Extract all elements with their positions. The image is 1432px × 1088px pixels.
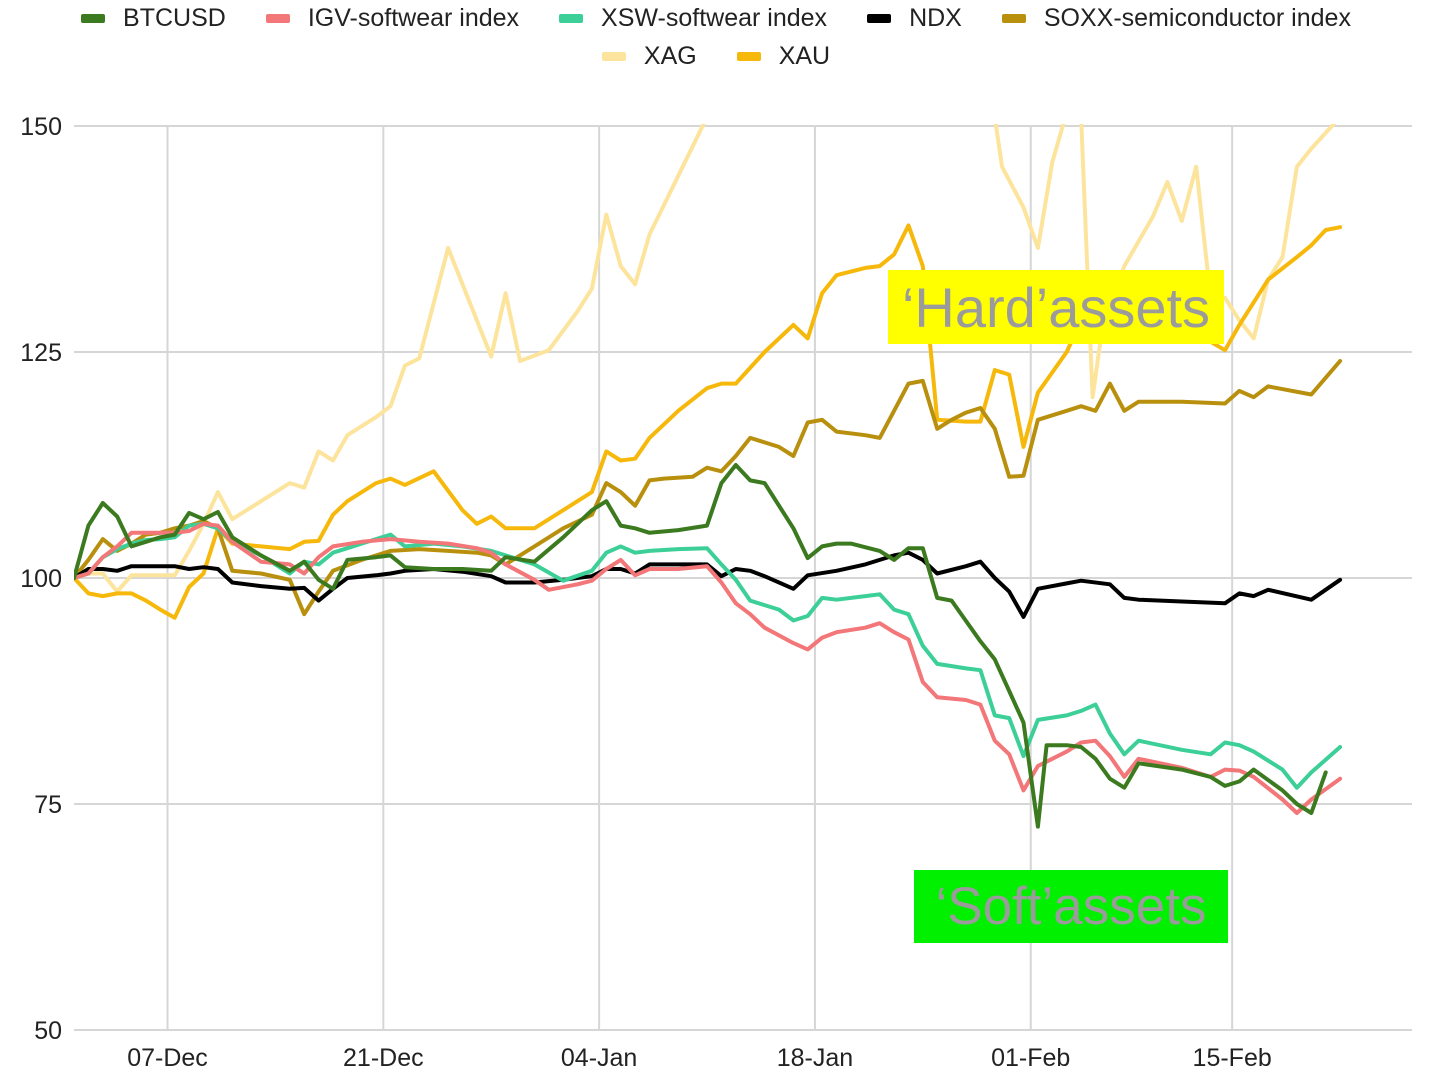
legend-row-1: BTCUSD IGV-softwear index XSW-softwear i… [0, 4, 1432, 33]
legend-swatch-soxx [1001, 14, 1026, 23]
y-tick-label: 100 [20, 565, 62, 593]
hard-assets-annotation: ‘Hard’assets [888, 270, 1224, 344]
legend-item-btcusd: BTCUSD [81, 4, 226, 33]
legend-item-igv: IGV-softwear index [265, 4, 520, 33]
x-tick-label: 15-Feb [1193, 1044, 1272, 1072]
series-line-soxx [74, 359, 1343, 617]
legend-swatch-xau [736, 52, 761, 61]
y-tick-label: 75 [34, 791, 62, 819]
legend-label-igv: IGV-softwear index [307, 4, 520, 32]
series-line-btcusd [74, 463, 1328, 829]
legend-label-xsw: XSW-softwear index [601, 4, 828, 32]
axis-tick-labels: 50 75 100 125 150 07-Dec 21-Dec 04-Jan 18-Jan 01-… [20, 113, 1271, 1072]
grid-lines [74, 125, 1412, 1031]
legend-label-ndx: NDX [909, 4, 962, 32]
y-tick-label: 150 [20, 113, 62, 141]
legend-label-btcusd: BTCUSD [123, 4, 226, 32]
legend-swatch-xag [601, 52, 626, 61]
legend-swatch-igv [265, 14, 290, 23]
legend-label-xau: XAU [778, 42, 831, 70]
series-line-ndx [74, 550, 1343, 619]
soft-assets-annotation: ‘Soft’assets [914, 870, 1228, 943]
y-tick-label: 50 [34, 1017, 62, 1045]
legend-swatch-ndx [867, 14, 892, 23]
legend-item-xau: XAU [736, 42, 831, 71]
legend-label-xag: XAG [643, 42, 697, 70]
x-tick-label: 01-Feb [991, 1044, 1070, 1072]
legend-label-soxx: SOXX-semiconductor index [1043, 4, 1351, 32]
x-tick-label: 04-Jan [561, 1044, 637, 1072]
legend-row-2: XAG XAU [0, 42, 1432, 71]
x-tick-label: 07-Dec [127, 1044, 208, 1072]
series-line-xag [74, 124, 1337, 594]
chart-legend: BTCUSD IGV-softwear index XSW-softwear i… [0, 0, 1432, 80]
legend-item-xsw: XSW-softwear index [559, 4, 827, 33]
series-line-igv [74, 521, 1343, 815]
x-tick-label: 18-Jan [777, 1044, 853, 1072]
x-tick-label: 21-Dec [343, 1044, 424, 1072]
legend-swatch-btcusd [81, 14, 106, 23]
legend-swatch-xsw [559, 14, 584, 23]
legend-item-ndx: NDX [867, 4, 962, 33]
y-tick-label: 125 [20, 339, 62, 367]
legend-item-soxx: SOXX-semiconductor index [1001, 4, 1351, 33]
series-lines [74, 124, 1343, 829]
legend-item-xag: XAG [601, 42, 697, 71]
